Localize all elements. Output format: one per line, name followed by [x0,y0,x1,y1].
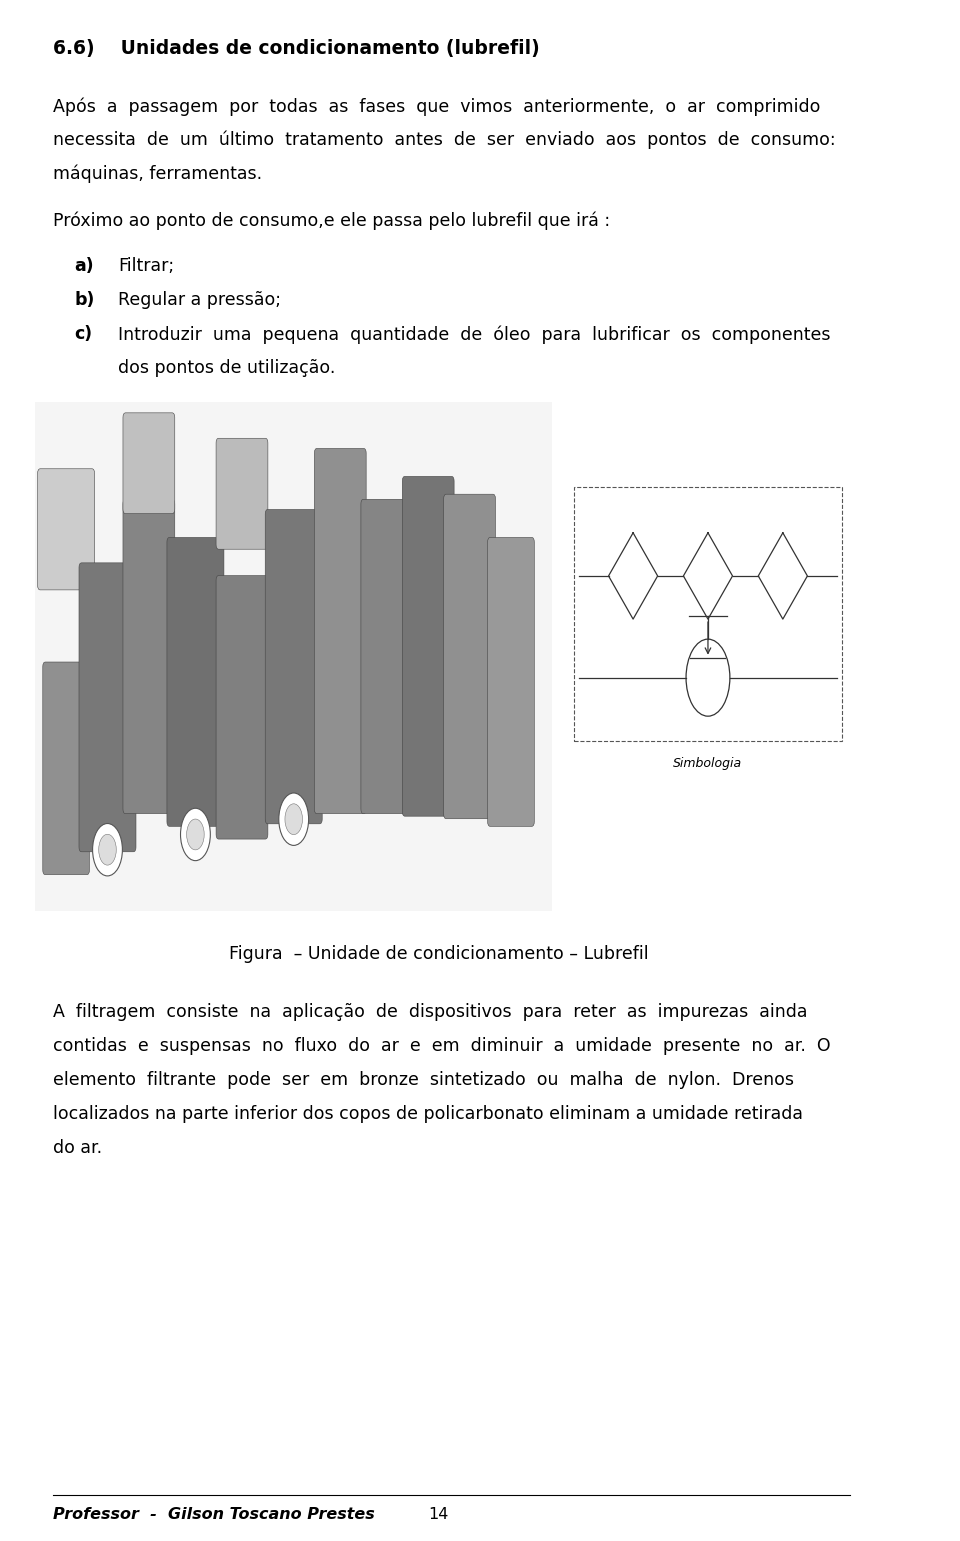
FancyBboxPatch shape [265,510,323,824]
Circle shape [186,820,204,851]
Text: 6.6)    Unidades de condicionamento (lubrefil): 6.6) Unidades de condicionamento (lubref… [53,39,540,57]
Text: Introduzir  uma  pequena  quantidade  de  óleo  para  lubrificar  os  componente: Introduzir uma pequena quantidade de óle… [118,325,830,344]
Circle shape [285,804,302,835]
Text: necessita  de  um  último  tratamento  antes  de  ser  enviado  aos  pontos  de : necessita de um último tratamento antes … [53,131,835,149]
Text: Regular a pressão;: Regular a pressão; [118,291,281,310]
FancyBboxPatch shape [79,562,136,852]
Circle shape [278,794,308,846]
FancyBboxPatch shape [167,538,224,826]
Text: c): c) [75,325,93,344]
Text: máquinas, ferramentas.: máquinas, ferramentas. [53,165,262,183]
Text: localizados na parte inferior dos copos de policarbonato eliminam a umidade reti: localizados na parte inferior dos copos … [53,1105,803,1123]
FancyBboxPatch shape [43,663,89,875]
Circle shape [99,834,116,865]
FancyBboxPatch shape [37,468,95,590]
Text: Filtrar;: Filtrar; [118,257,175,276]
Text: Próximo ao ponto de consumo,e ele passa pelo lubrefil que irá :: Próximo ao ponto de consumo,e ele passa … [53,211,610,230]
Text: Simbologia: Simbologia [673,757,742,769]
Text: a): a) [75,257,94,276]
Text: Após  a  passagem  por  todas  as  fases  que  vimos  anteriormente,  o  ar  com: Após a passagem por todas as fases que v… [53,97,820,116]
Text: A  filtragem  consiste  na  aplicação  de  dispositivos  para  reter  as  impure: A filtragem consiste na aplicação de dis… [53,1003,807,1022]
Text: dos pontos de utilização.: dos pontos de utilização. [118,359,336,378]
Text: Professor  -  Gilson Toscano Prestes: Professor - Gilson Toscano Prestes [53,1507,374,1523]
FancyBboxPatch shape [36,402,552,911]
FancyBboxPatch shape [574,487,842,741]
Circle shape [92,823,122,875]
FancyBboxPatch shape [402,476,454,817]
FancyBboxPatch shape [488,538,535,826]
Text: b): b) [75,291,95,310]
FancyBboxPatch shape [314,448,366,814]
FancyBboxPatch shape [361,499,413,814]
FancyBboxPatch shape [123,413,175,513]
FancyBboxPatch shape [216,438,268,549]
Text: Figura  – Unidade de condicionamento – Lubrefil: Figura – Unidade de condicionamento – Lu… [228,945,648,963]
Circle shape [180,809,210,861]
Text: contidas  e  suspensas  no  fluxo  do  ar  e  em  diminuir  a  umidade  presente: contidas e suspensas no fluxo do ar e em… [53,1037,830,1056]
Text: 14: 14 [428,1507,448,1523]
FancyBboxPatch shape [216,576,268,840]
Text: do ar.: do ar. [53,1139,102,1157]
Text: elemento  filtrante  pode  ser  em  bronze  sintetizado  ou  malha  de  nylon.  : elemento filtrante pode ser em bronze si… [53,1071,794,1089]
FancyBboxPatch shape [444,495,495,818]
FancyBboxPatch shape [123,499,175,814]
